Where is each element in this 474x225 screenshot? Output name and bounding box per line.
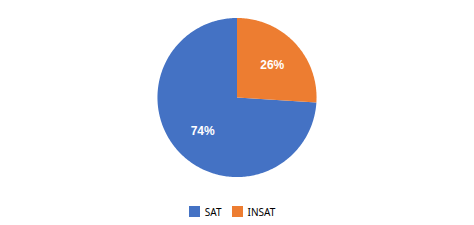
svg-text:74%: 74% xyxy=(191,124,215,138)
html-text:INSAT: INSAT xyxy=(247,204,276,219)
html-text:SAT: SAT xyxy=(204,204,222,219)
svg-text:26%: 26% xyxy=(260,58,284,72)
